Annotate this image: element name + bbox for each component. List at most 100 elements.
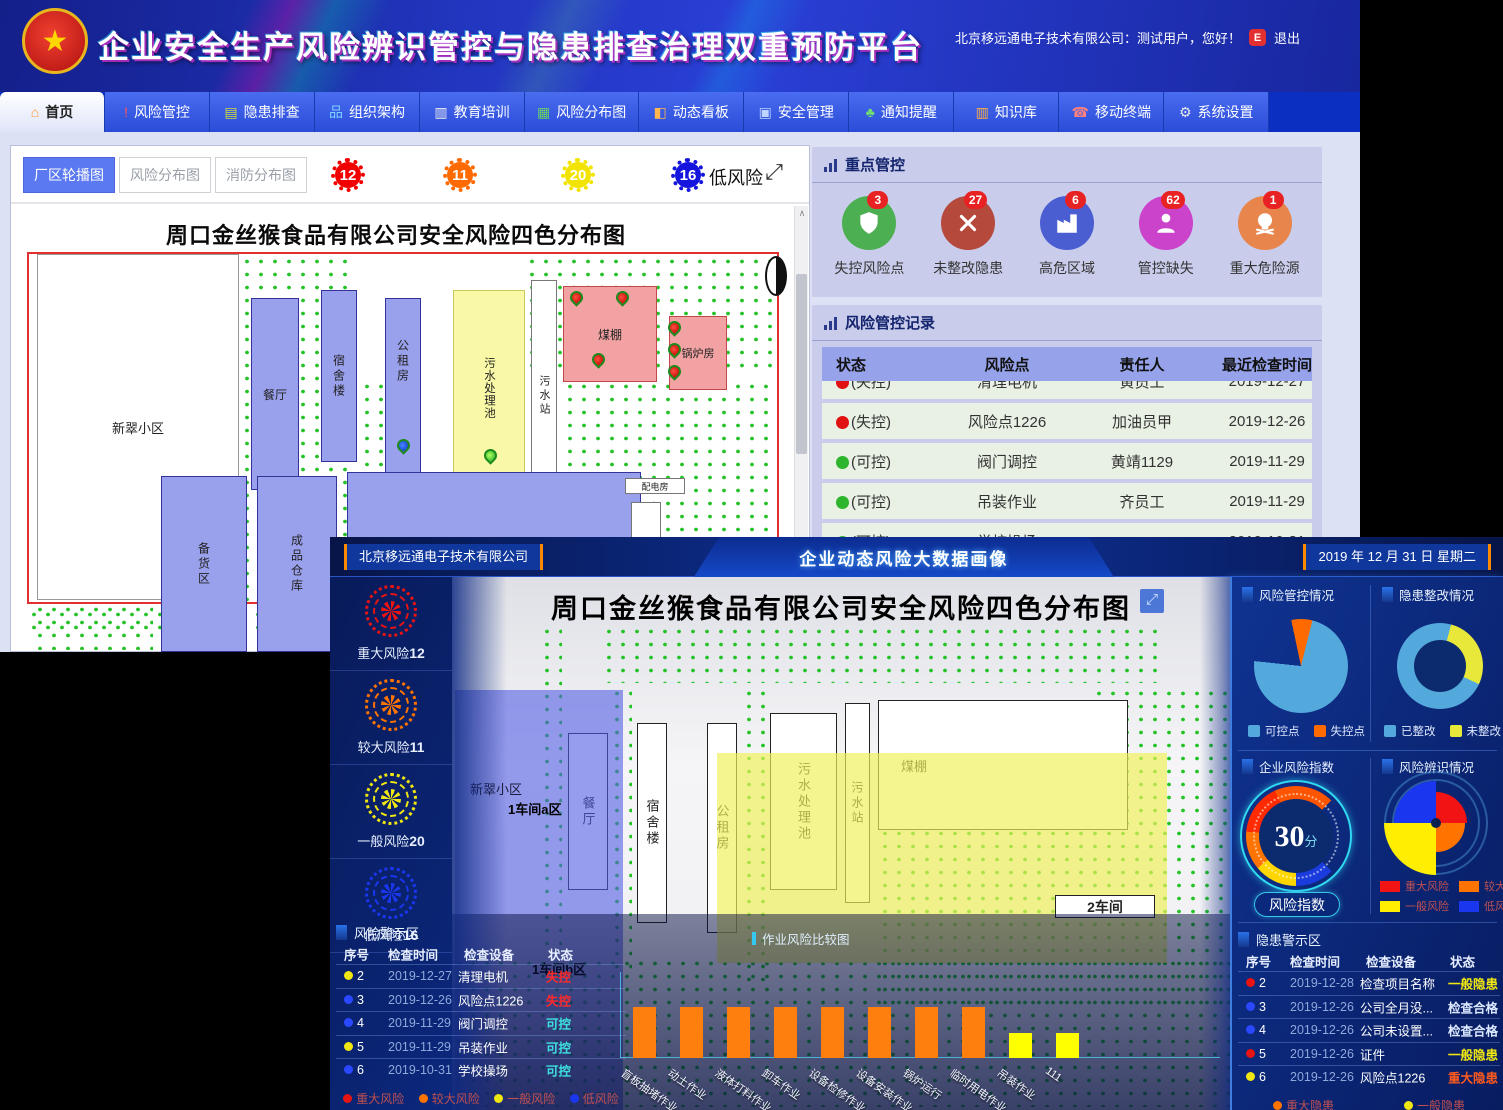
dashboard-icon: ◧ [653, 104, 667, 120]
risk-marker-red[interactable] [567, 288, 586, 307]
row-status: 失控 [546, 970, 572, 985]
tab-安全管理[interactable]: ▣ 安全管理 [744, 92, 850, 132]
tab-风险分布图[interactable]: ▦ 风险分布图 [525, 92, 640, 132]
risk-level-重大风险[interactable]: 重大风险12 [330, 577, 452, 671]
legend-item: 重大隐患 [1272, 1097, 1334, 1110]
risk-marker-red[interactable] [613, 288, 632, 307]
table-row[interactable]: 6 2019-10-31 学校操场 可控 [336, 1058, 626, 1082]
table-row[interactable]: 4 2019-11-29 阀门调控 可控 [336, 1011, 626, 1035]
tab-首页[interactable]: ⌂ 首页 [0, 92, 105, 132]
table-row[interactable]: 6 2019-12-26 风险点1226 重大隐患 [1238, 1065, 1500, 1089]
risk-level-较大风险[interactable]: 较大风险11 [330, 671, 452, 765]
row-device: 学校操场 [458, 1064, 509, 1079]
row-device: 公司全月没... [1360, 1001, 1433, 1016]
risk-marker-green[interactable] [481, 446, 500, 465]
table-row[interactable]: (失控) 清理电机 黄员工 2019-12-27 [822, 381, 1312, 399]
job-risk-bar [915, 1007, 938, 1058]
legend-item: 较大风险 [1459, 878, 1503, 894]
table-row[interactable]: (可控) 阀门调控 黄靖1129 2019-11-29 [822, 443, 1312, 479]
building-wushuichi: 污水处理池 [453, 290, 525, 486]
risk-level-一般风险[interactable]: 一般风险20 [330, 765, 452, 859]
rose-quadrant-一般风险 [1384, 823, 1436, 875]
table-row[interactable]: (失控) 风险点1226 加油员甲 2019-12-26 [822, 403, 1312, 439]
tab-隐患排查[interactable]: ▤ 隐患排查 [210, 92, 315, 132]
tab-通知提醒[interactable]: ♣ 通知提醒 [849, 92, 955, 132]
risk-marker-blue[interactable] [394, 436, 413, 455]
key-control-重大危险源[interactable]: 1 重大危险源 [1219, 191, 1311, 278]
map-expand-icon[interactable]: ⤢ [1140, 589, 1164, 613]
risk-marker-red[interactable] [665, 362, 684, 381]
scroll-up-arrow[interactable]: ∧ [798, 208, 806, 218]
bar-chart-icon [824, 316, 837, 330]
key-control-label: 失控风险点 [834, 260, 905, 276]
big-data-dashboard: 北京移远通电子技术有限公司 企业动态风险大数据画像 2019 年 12 月 31… [330, 537, 1503, 1110]
risk-level-低风险[interactable]: 低风险16 [330, 859, 452, 953]
key-control-高危区域[interactable]: 6 高危区域 [1021, 191, 1113, 278]
table-row[interactable]: 5 2019-11-29 吊装作业 可控 [336, 1034, 626, 1059]
row-no: 5 [1246, 1047, 1266, 1061]
tab-知识库[interactable]: ▥ 知识库 [954, 92, 1060, 132]
risk-marker-red[interactable] [665, 318, 684, 337]
legend-item: 低风险 [569, 1090, 619, 1107]
row-no: 3 [344, 993, 364, 1007]
record-status: (可控) [822, 491, 932, 512]
scrollbar-thumb[interactable] [796, 274, 807, 454]
user-greeting: 北京移远通电子技术有限公司：测试用户，您好！ [954, 31, 1241, 46]
key-control-未整改隐患[interactable]: 27 未整改隐患 [922, 191, 1014, 278]
row-status: 检查合格 [1448, 1024, 1499, 1039]
risk-control-pie-chart [1254, 619, 1348, 713]
table-row[interactable]: 3 2019-12-26 风险点1226 失控 [336, 987, 626, 1012]
map-edge-fade [1200, 577, 1230, 1110]
logout-button[interactable]: 退出 [1273, 31, 1300, 46]
legend-dot-icon [1272, 1100, 1282, 1110]
risk-count-badge[interactable]: 12 [331, 158, 365, 192]
tab-系统设置[interactable]: ⚙ 系统设置 [1164, 92, 1270, 132]
level-dot-icon [344, 1065, 353, 1075]
notify-icon: ♣ [865, 104, 875, 120]
risk-marker-red[interactable] [589, 350, 608, 369]
table-row[interactable]: 3 2019-12-26 公司全月没... 检查合格 [1238, 994, 1500, 1019]
row-date: 2019-12-26 [1290, 1070, 1354, 1085]
risk-level-sidebar: 重大风险12 较大风险11 一般风险20 低风险16 [330, 577, 452, 953]
key-control-失控风险点[interactable]: 3 失控风险点 [823, 191, 915, 278]
risk-count-badge[interactable]: 16 [671, 158, 705, 192]
map-view-button-1[interactable]: 厂区轮播图 [23, 157, 115, 193]
table-row[interactable]: (可控) 吊装作业 齐员工 2019-11-29 [822, 483, 1312, 519]
tools-icon: 27 [941, 191, 996, 250]
record-person: 齐员工 [1119, 493, 1165, 511]
map-view-button-2[interactable]: 风险分布图 [119, 157, 211, 193]
tab-移动终端[interactable]: ☎ 移动终端 [1059, 92, 1165, 132]
fullscreen-expand-icon[interactable]: ⤢ [765, 159, 783, 184]
low-risk-badge-label: 低风险 [709, 168, 763, 188]
key-control-label: 管控缺失 [1137, 260, 1194, 276]
knowledge-icon: ▥ [975, 104, 989, 120]
job-risk-bar [774, 1007, 797, 1058]
tab-动态看板[interactable]: ◧ 动态看板 [639, 92, 745, 132]
table-row[interactable]: 2 2019-12-27 清理电机 失控 [336, 964, 626, 988]
risk-level-ring-icon [365, 867, 417, 919]
hazard-warning-section: 隐患警示区 序号 检查时间 检查设备 状态 2 2019-12-28 检查项目名称 一般隐患 3 2… [1232, 922, 1503, 1110]
row-device: 阀门调控 [458, 1017, 509, 1032]
table-row[interactable]: 4 2019-12-26 公司未设置... 检查合格 [1238, 1018, 1500, 1042]
logout-icon[interactable]: E [1248, 29, 1266, 46]
key-control-panel: 重点管控 3 失控风险点 27 未整改隐患 6 高危区域 62 管控缺失 1 重大危险源 [812, 147, 1322, 297]
legend-item: 低风险 [1459, 898, 1503, 914]
tab-风险管控[interactable]: ! 风险管控 [105, 92, 210, 132]
risk-count-badge[interactable]: 11 [443, 158, 477, 192]
record-point: 风险点1226 [967, 413, 1047, 431]
risk-count-badge[interactable]: 20 [561, 158, 595, 192]
key-control-管控缺失[interactable]: 62 管控缺失 [1120, 191, 1212, 278]
record-status: (失控) [822, 411, 932, 432]
tab-教育培训[interactable]: ▥ 教育培训 [420, 92, 525, 132]
shield-icon: 3 [842, 191, 897, 250]
tab-组织架构[interactable]: 品组织架构 [315, 92, 420, 132]
table-row[interactable]: 5 2019-12-26 证件 一般隐患 [1238, 1041, 1500, 1066]
building-guolufang: 锅炉房 [665, 316, 727, 390]
user-info-bar: 北京移远通电子技术有限公司：测试用户，您好！ E 退出 [955, 28, 1300, 47]
hazard-fix-chart-title: 隐患整改情况 [1382, 585, 1474, 604]
map-view-button-3[interactable]: 消防分布图 [215, 157, 307, 193]
row-date: 2019-11-29 [388, 1016, 452, 1031]
table-row[interactable]: 2 2019-12-28 检查项目名称 一般隐患 [1238, 971, 1500, 995]
risk-index-button[interactable]: 风险指数 [1254, 892, 1340, 917]
row-device: 检查项目名称 [1360, 977, 1436, 992]
